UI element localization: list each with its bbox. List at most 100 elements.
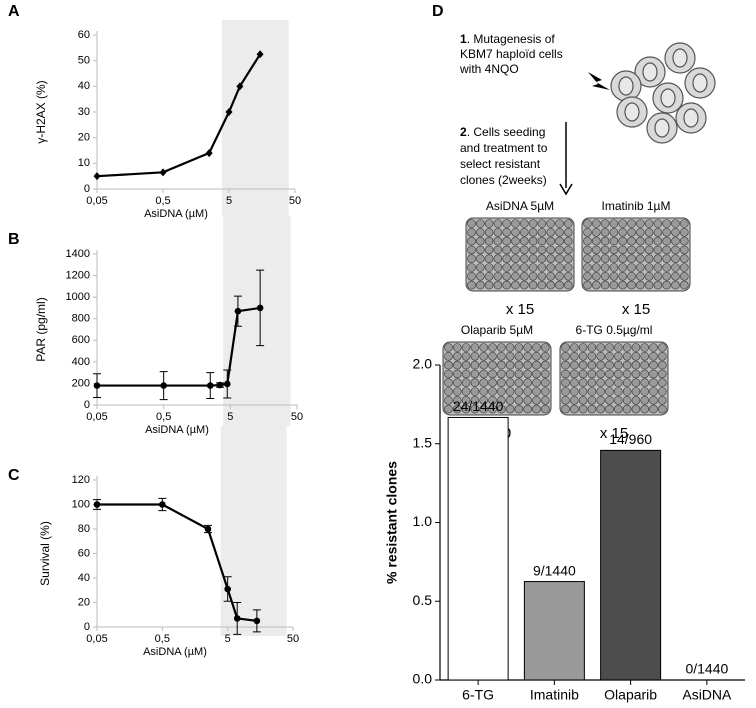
well [587, 343, 597, 352]
well [479, 351, 489, 361]
well [470, 343, 480, 352]
well [653, 236, 663, 246]
well [461, 351, 471, 361]
y-tick-label: 1000 [66, 291, 90, 303]
well [514, 387, 524, 396]
well [475, 263, 485, 272]
step-line: with 4NQO [459, 62, 519, 76]
well [546, 280, 556, 290]
well [475, 228, 485, 237]
well [613, 395, 623, 405]
well [640, 395, 650, 405]
well [452, 369, 462, 379]
marker [225, 108, 233, 116]
well [493, 219, 503, 228]
panel-label: C [8, 467, 20, 484]
well [444, 404, 453, 414]
well [523, 360, 533, 370]
well [528, 280, 538, 290]
well [640, 387, 650, 396]
well [528, 245, 538, 255]
well [609, 236, 619, 246]
well [488, 351, 497, 361]
well [511, 263, 520, 272]
well [475, 236, 485, 246]
marker [253, 617, 261, 625]
nucleus [624, 102, 640, 122]
well [514, 360, 524, 370]
well [631, 360, 641, 370]
well [613, 404, 623, 414]
well [649, 369, 658, 379]
step-number: 1 [460, 32, 467, 46]
well [523, 395, 533, 405]
bar [600, 449, 662, 681]
well [627, 245, 636, 255]
well [653, 254, 663, 264]
well [452, 351, 462, 361]
well [555, 263, 564, 272]
well [631, 404, 641, 414]
well [671, 271, 680, 281]
well [635, 271, 645, 281]
x-axis-label: AsiDNA (µM) [144, 208, 208, 220]
x-tick-label: 0,05 [86, 411, 107, 423]
well [532, 404, 541, 414]
well [452, 343, 462, 352]
well [511, 228, 520, 237]
well [649, 378, 658, 388]
well [452, 378, 462, 388]
well [532, 351, 541, 361]
well [493, 280, 503, 290]
well [635, 263, 645, 272]
well [605, 369, 614, 379]
well [467, 236, 476, 246]
well [537, 271, 547, 281]
x-tick-label: 50 [289, 195, 301, 207]
well [600, 236, 610, 246]
well [505, 395, 515, 405]
plate-label: Olaparib 5µM [461, 323, 533, 337]
well [657, 360, 667, 370]
well [444, 360, 453, 370]
well [461, 395, 471, 405]
well [671, 236, 680, 246]
step-line: KBM7 haploïd cells [460, 47, 563, 61]
y-tick-label: 40 [78, 572, 90, 584]
well [519, 263, 529, 272]
well [532, 378, 541, 388]
y-tick-label: 50 [78, 55, 90, 67]
well [569, 343, 579, 352]
y-axis-label: γ-H2AX (%) [34, 80, 48, 143]
well [479, 369, 489, 379]
well [662, 254, 672, 264]
well [605, 343, 614, 352]
well [662, 219, 672, 228]
well [605, 351, 614, 361]
well [644, 280, 654, 290]
well [461, 387, 471, 396]
well [591, 236, 601, 246]
well [563, 245, 573, 255]
well [475, 245, 485, 255]
arrow-head [559, 183, 573, 196]
well [475, 254, 485, 264]
marker [256, 304, 264, 312]
well [488, 378, 497, 388]
well [635, 228, 645, 237]
well [461, 369, 471, 379]
y-tick-label: 1400 [66, 248, 90, 260]
well [523, 378, 533, 388]
well [484, 280, 494, 290]
plate-label: Imatinib 1µM [602, 199, 671, 213]
well [484, 228, 494, 237]
plate-label: AsiDNA 5µM [486, 199, 554, 213]
well [644, 228, 654, 237]
well [496, 378, 506, 388]
well [679, 280, 689, 290]
well [514, 351, 524, 361]
well [653, 280, 663, 290]
well [609, 219, 619, 228]
well [470, 360, 480, 370]
well [467, 219, 476, 228]
